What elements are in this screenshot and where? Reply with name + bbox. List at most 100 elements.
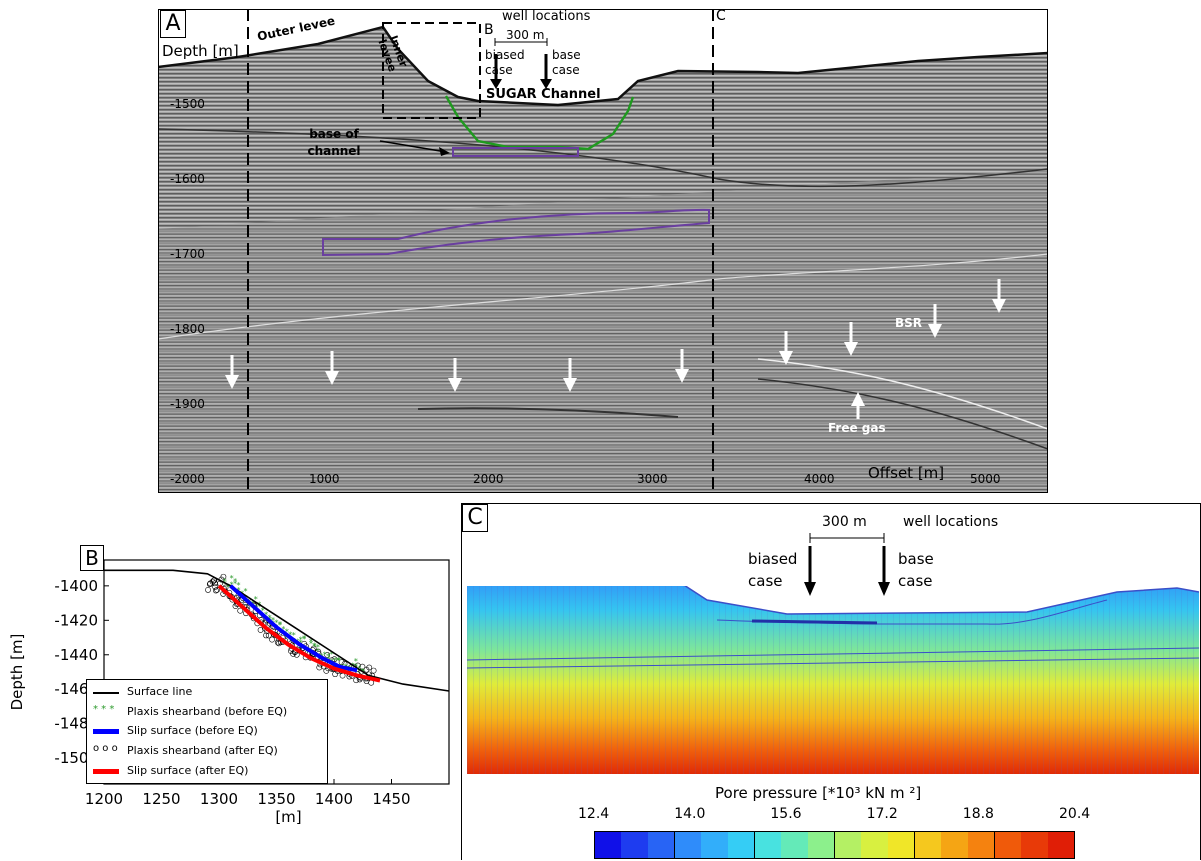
panel-c-well-locations: well locations — [903, 514, 999, 530]
panel-a-depth-label: Depth [m] — [162, 42, 239, 60]
offset-tick: 1000 — [309, 472, 340, 486]
x-axis-label: [m] — [275, 808, 301, 826]
shearband-before-marker: * — [237, 581, 241, 590]
shearband-before-marker: * — [333, 656, 337, 665]
shearband-before-marker: * — [292, 631, 296, 640]
shearband-before-marker: * — [326, 652, 330, 661]
shearband-before-marker: * — [233, 579, 237, 588]
shearband-before-marker: * — [257, 603, 261, 612]
colorbar-swatch — [807, 832, 835, 858]
depth-tick: -1500 — [170, 97, 205, 111]
shearband-after-marker — [269, 636, 275, 643]
offset-label: Offset [m] — [868, 464, 945, 482]
shearband-before-marker: * — [226, 583, 230, 592]
base-of-channel-label: base of channel — [307, 127, 361, 158]
colorbar-swatch — [621, 832, 648, 858]
y-axis-label: Depth [m] — [8, 634, 26, 711]
marker-b: B — [484, 22, 494, 38]
legend-label: Slip surface (before EQ) — [127, 724, 258, 737]
shearband-before-marker: * — [288, 636, 292, 645]
colorbar-swatch — [754, 832, 782, 858]
colorbar-tick-label: 17.2 — [866, 806, 898, 822]
colorbar-tick-label: 15.6 — [770, 806, 802, 822]
colorbar-swatch — [1021, 832, 1048, 858]
depth-tick: -1900 — [170, 397, 205, 411]
depth-tick: -1600 — [170, 172, 205, 186]
shearband-before-marker: * — [281, 625, 285, 634]
legend-item-slip-after: Slip surface (after EQ) — [91, 764, 321, 780]
shearband-after-marker — [366, 664, 373, 671]
shearband-after-marker — [212, 587, 219, 594]
shearband-before-marker: * — [323, 650, 327, 659]
colorbar-swatch — [967, 832, 995, 858]
y-tick-label: -1420 — [54, 611, 98, 629]
x-tick-label: 1350 — [257, 790, 295, 808]
x-tick-label: 1450 — [372, 790, 410, 808]
depth-tick: -2000 — [170, 472, 205, 486]
shearband-after-marker — [338, 659, 345, 666]
shearband-before-marker: * — [243, 587, 247, 596]
shearband-before-marker: * — [268, 614, 272, 623]
legend-label: Surface line — [127, 685, 193, 698]
legend-item-shear-before: * * * Plaxis shearband (before EQ) — [91, 704, 321, 721]
shearband-before-marker: * — [302, 635, 306, 644]
colorbar-swatch — [647, 832, 675, 858]
panel-c-pore-pressure-model — [467, 586, 1199, 774]
shearband-before-marker: * — [271, 616, 275, 625]
shearband-after-marker — [265, 632, 272, 639]
shearband-before-marker: * — [223, 577, 227, 586]
shearband-after-marker — [293, 651, 300, 658]
shearband-before-marker: * — [312, 642, 316, 651]
shearband-before-marker: * — [316, 647, 320, 656]
shearband-before-marker: * — [309, 638, 313, 647]
scale-300m-label: 300 m — [506, 28, 545, 42]
legend-label: Slip surface (after EQ) — [127, 764, 249, 777]
shearband-before-marker: * — [350, 662, 354, 671]
well-locations-label: well locations — [502, 9, 591, 24]
legend-label: Plaxis shearband (after EQ) — [127, 744, 278, 757]
sugar-channel-label: SUGAR Channel — [486, 87, 601, 102]
offset-tick: 5000 — [970, 472, 1001, 486]
panel-c-well-arrows — [804, 533, 890, 596]
colorbar-swatch — [914, 832, 942, 858]
shearband-before-marker: * — [261, 607, 265, 616]
shearband-before-marker: * — [278, 621, 282, 630]
shearband-after-marker — [353, 677, 360, 684]
colorbar-swatch — [1047, 832, 1074, 858]
shearband-before-marker: * — [299, 635, 303, 644]
shearband-after-marker — [257, 627, 264, 633]
slip-surface-before — [229, 584, 358, 673]
legend-item-slip-before: Slip surface (before EQ) — [91, 724, 321, 740]
shearband-before-marker: * — [306, 648, 310, 657]
colorbar-swatch — [781, 832, 808, 858]
panel-b-legend: Surface line * * * Plaxis shearband (bef… — [86, 679, 328, 784]
shearband-before-marker: * — [275, 619, 279, 628]
shearband-after-marker — [290, 650, 296, 657]
colorbar-swatch — [727, 832, 755, 858]
biased-case-label: biased case — [485, 48, 525, 77]
pore-pressure-colorbar — [594, 831, 1075, 859]
shearband-after-marker — [370, 667, 377, 674]
shearband-after-marker — [237, 607, 244, 614]
shearband-before-marker: * — [230, 574, 234, 583]
offset-tick: 4000 — [804, 472, 835, 486]
colorbar-swatch — [834, 832, 862, 858]
shearband-before-marker: * — [347, 666, 351, 675]
shearband-before-marker: * — [312, 643, 316, 652]
shearband-before-marker: * — [254, 595, 258, 604]
depth-tick: -1700 — [170, 247, 205, 261]
shearband-before-marker: * — [278, 620, 282, 629]
shearband-after-marker — [275, 640, 282, 647]
shearband-before-marker: * — [337, 656, 341, 665]
shearband-before-marker: * — [357, 668, 361, 677]
shearband-before-marker: * — [337, 656, 341, 665]
legend-swatch-shear-before: * * * — [93, 704, 115, 715]
colorbar-swatch — [595, 832, 622, 858]
shearband-after-marker — [316, 664, 323, 671]
panel-c-base-case: base case — [898, 550, 934, 590]
shearband-before-marker: * — [330, 650, 334, 659]
colorbar-swatch — [674, 832, 702, 858]
surface-line — [104, 569, 450, 692]
free-gas-label: Free gas — [828, 421, 886, 435]
shearband-after-marker — [324, 652, 331, 658]
